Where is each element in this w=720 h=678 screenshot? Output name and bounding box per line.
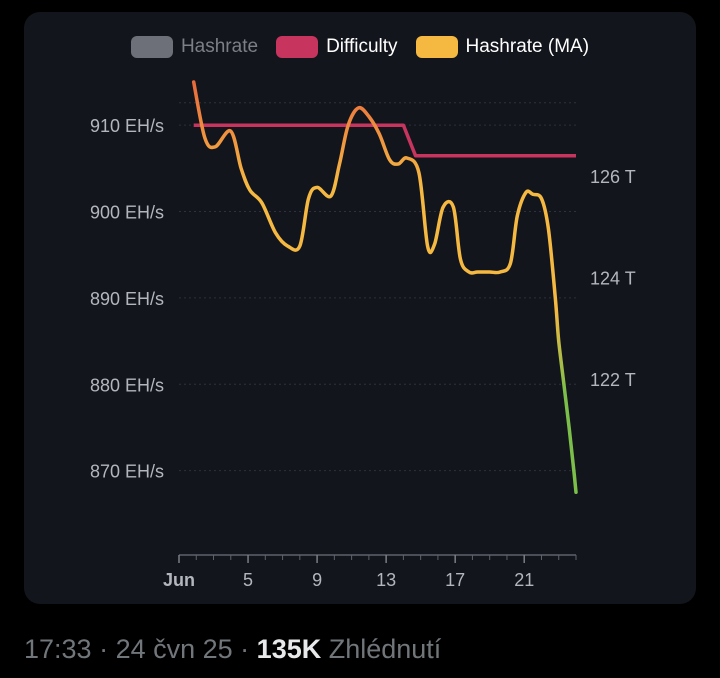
x-tick-label: 21 [514, 570, 534, 590]
y-tick-label-right: 124 T [590, 269, 636, 289]
separator-dot: · [91, 634, 116, 664]
view-count-label: Zhlédnutí [321, 634, 442, 664]
post-time: 17:33 [24, 634, 92, 664]
chart-legend: Hashrate Difficulty Hashrate (MA) [24, 36, 696, 58]
y-tick-label-right: 122 T [590, 370, 636, 390]
y-tick-label-left: 870 EH/s [90, 462, 164, 482]
legend-swatch-difficulty [276, 36, 319, 58]
post-metadata: 17:33 · 24 čvn 25 · 135K Zhlédnutí [24, 634, 441, 665]
y-tick-label-left: 900 EH/s [90, 203, 164, 223]
y-tick-label-left: 880 EH/s [90, 375, 164, 395]
difficulty-line [193, 123, 576, 158]
chart-card: Hashrate Difficulty Hashrate (MA) 910 EH… [24, 12, 696, 604]
separator-dot: · [232, 634, 257, 664]
hashrate-ma-line [191, 80, 578, 494]
legend-label-difficulty: Difficulty [326, 36, 398, 57]
view-count[interactable]: 135K [256, 634, 322, 664]
legend-item-hashrate[interactable]: Hashrate [130, 36, 259, 58]
chart-plot: 910 EH/s 900 EH/s 890 EH/s 880 EH/s 870 EH/s… [90, 80, 636, 590]
x-tick-label: 13 [376, 570, 396, 590]
x-tick-label: Jun [163, 570, 195, 590]
legend-label-hashrate-ma: Hashrate (MA) [465, 36, 590, 57]
x-tick-label: 5 [243, 570, 253, 590]
legend-label-hashrate: Hashrate [180, 36, 259, 57]
legend-swatch-hashrate-ma [415, 36, 458, 58]
legend-item-hashrate-ma[interactable]: Hashrate (MA) [415, 36, 590, 58]
post-date: 24 čvn 25 [115, 634, 233, 664]
legend-swatch-hashrate [130, 36, 173, 58]
legend-item-difficulty[interactable]: Difficulty [276, 36, 398, 58]
y-tick-label-left: 890 EH/s [90, 289, 164, 309]
y-tick-label-right: 126 T [590, 167, 636, 187]
x-tick-label: 17 [445, 570, 465, 590]
y-tick-label-left: 910 EH/s [90, 116, 164, 136]
x-tick-label: 9 [312, 570, 322, 590]
